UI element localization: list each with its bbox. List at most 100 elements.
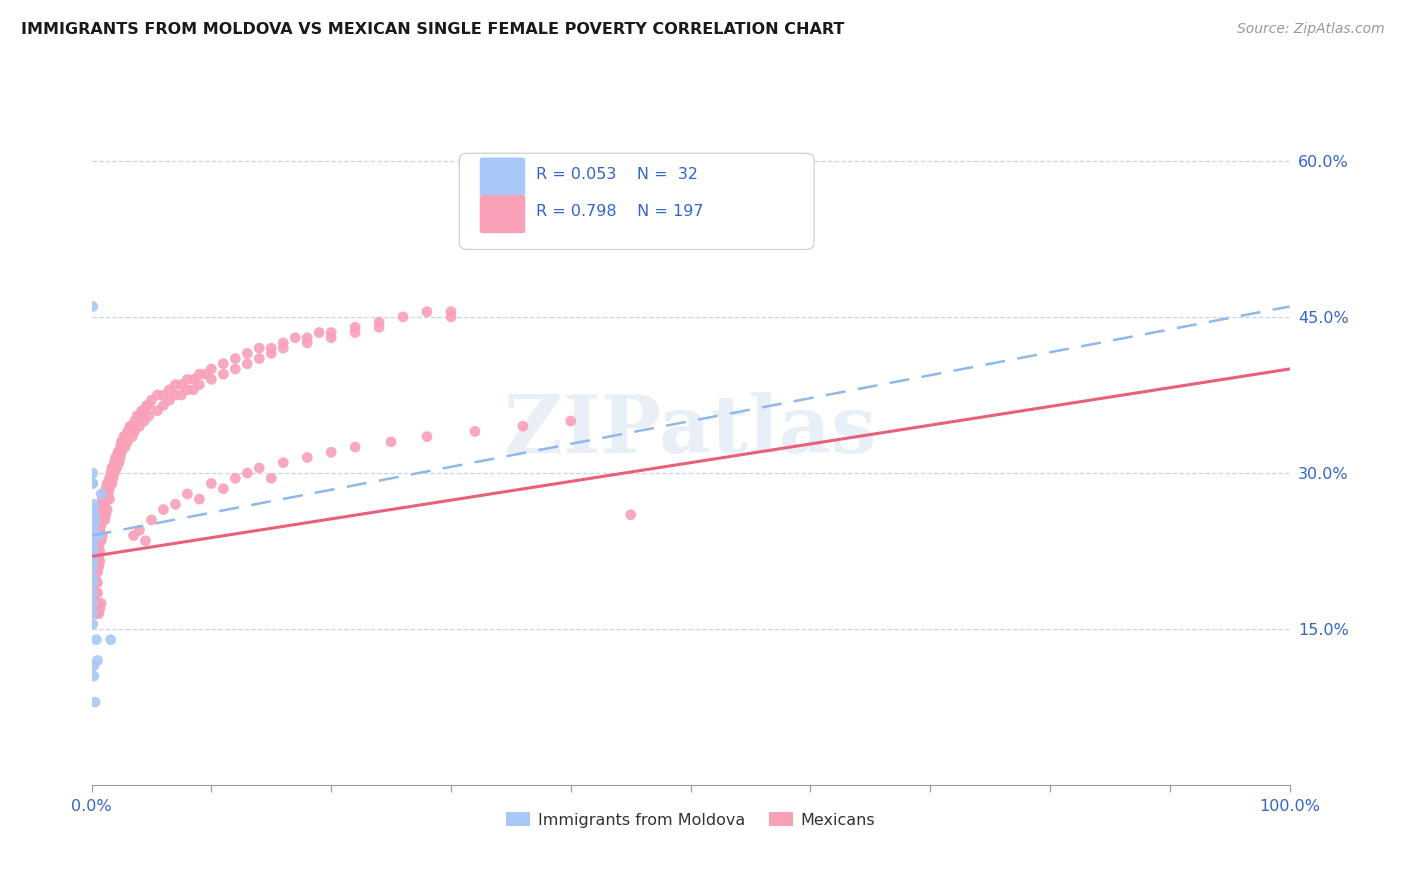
Point [89,601,111,615]
Point [84,544,107,558]
Text: Source: ZipAtlas.com: Source: ZipAtlas.com [1237,22,1385,37]
Point [86,524,108,538]
Point [82,575,104,590]
Text: IMMIGRANTS FROM MOLDOVA VS MEXICAN SINGLE FEMALE POVERTY CORRELATION CHART: IMMIGRANTS FROM MOLDOVA VS MEXICAN SINGL… [21,22,845,37]
Point [146,403,169,417]
Point [91,513,114,527]
Point [82,539,104,553]
Point [82,559,104,574]
Point [110,434,132,449]
Point [512,419,534,434]
Point [84,524,107,538]
Point [86,565,108,579]
Point [128,409,150,423]
Point [416,304,439,318]
Point [83,497,105,511]
Point [82,555,104,569]
Point [82,300,104,314]
Point [83,575,105,590]
Point [90,533,112,548]
Point [247,461,270,475]
Point [321,326,343,340]
Point [236,357,259,371]
Point [101,461,124,475]
Point [146,388,169,402]
Point [86,565,108,579]
Point [82,570,104,584]
Point [114,430,136,444]
Point [86,555,108,569]
Point [87,539,110,553]
Point [84,601,107,615]
Point [100,632,122,647]
Point [89,513,111,527]
Point [83,508,105,522]
Point [84,575,107,590]
Point [101,476,124,491]
Point [83,658,105,673]
Point [103,456,125,470]
Text: R = 0.798    N = 197: R = 0.798 N = 197 [536,204,703,219]
Point [108,456,131,470]
Point [200,362,222,376]
Point [83,549,105,564]
Point [83,559,105,574]
Point [295,331,318,345]
Point [83,570,105,584]
Point [90,487,112,501]
Point [134,414,156,428]
Point [90,596,112,610]
Point [82,549,104,564]
Point [96,492,118,507]
Point [236,466,259,480]
Point [94,492,117,507]
Point [86,533,108,548]
Point [101,471,124,485]
Point [84,533,107,548]
Point [86,596,108,610]
Point [111,434,134,449]
Point [86,575,108,590]
Point [86,544,108,558]
Point [159,383,181,397]
Point [82,559,104,574]
Point [97,487,120,501]
Point [165,388,187,402]
Point [101,461,124,475]
Point [183,383,205,397]
Point [368,315,391,329]
Point [176,383,198,397]
Point [271,456,294,470]
FancyBboxPatch shape [460,153,814,250]
Point [98,492,121,507]
Point [87,559,110,574]
Point [392,310,415,324]
Point [380,434,402,449]
Point [82,607,104,621]
Point [83,669,105,683]
Point [117,425,139,439]
Point [176,372,198,386]
Point [82,513,104,527]
Point [141,393,163,408]
Text: R = 0.053    N =  32: R = 0.053 N = 32 [536,167,697,182]
Point [134,403,156,417]
Point [260,346,283,360]
Point [87,518,110,533]
Point [104,461,127,475]
Point [89,533,111,548]
Point [344,320,367,334]
Point [82,544,104,558]
Point [107,445,129,459]
Point [134,533,156,548]
Point [82,617,104,632]
Point [82,565,104,579]
Point [247,341,270,355]
Point [416,430,439,444]
Point [86,513,108,527]
Point [84,565,107,579]
Point [464,425,486,439]
Point [86,544,108,558]
Point [159,393,181,408]
Point [112,430,135,444]
